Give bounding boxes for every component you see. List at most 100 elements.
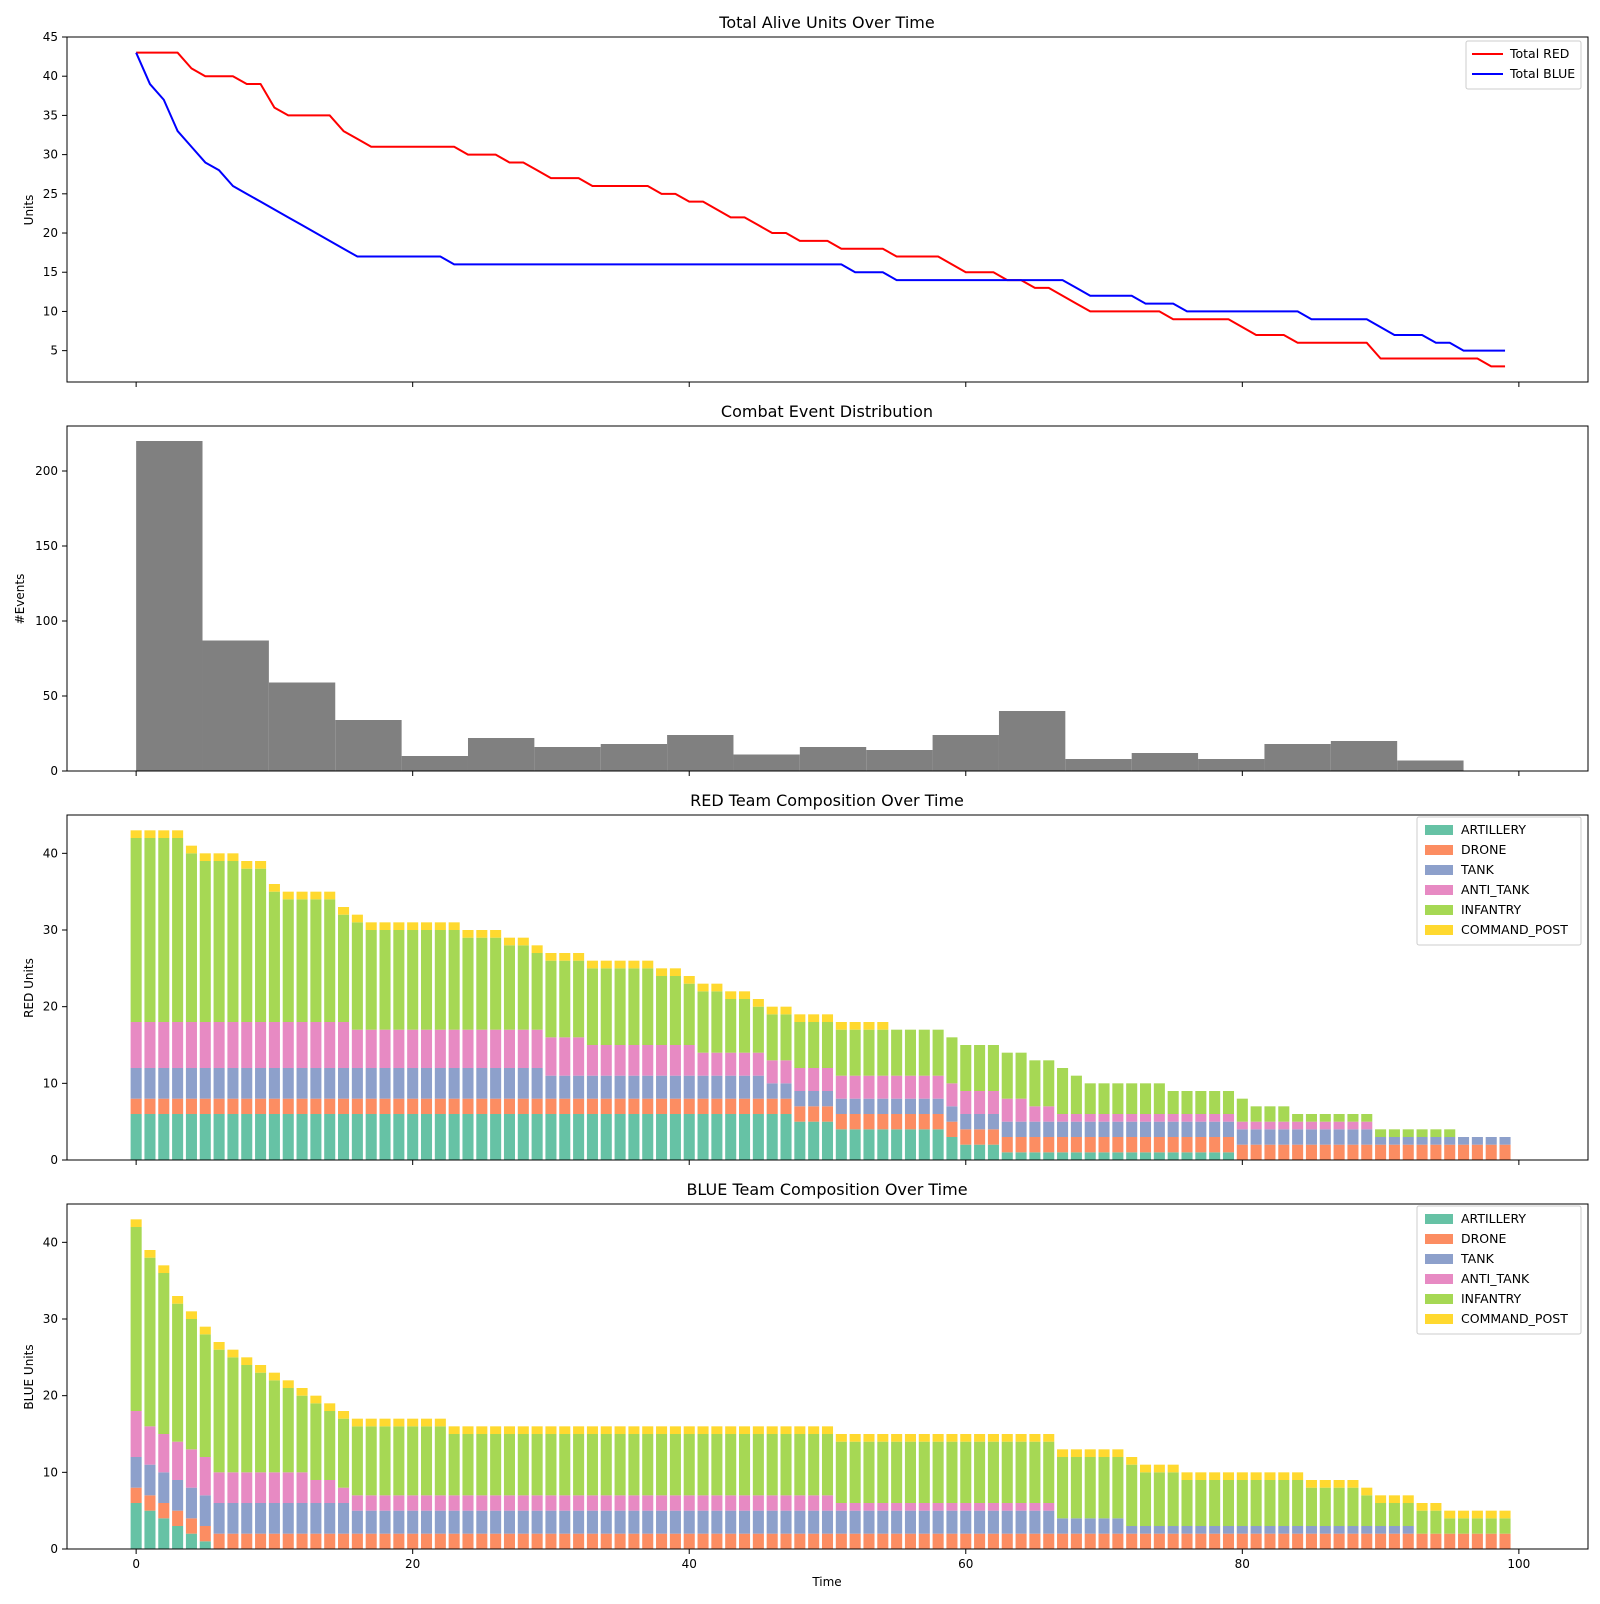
bar-segment-tank [697, 1075, 709, 1099]
bar-segment-anti-tank [960, 1091, 972, 1114]
bar-segment-artillery [752, 1114, 764, 1160]
bar-segment-anti-tank [490, 1495, 502, 1511]
bar-segment-artillery [946, 1137, 958, 1160]
bar-segment-infantry [1140, 1083, 1152, 1114]
bar-segment-tank [324, 1068, 336, 1099]
bar-segment-drone [573, 1533, 585, 1549]
bar-segment-command-post [1043, 1434, 1055, 1442]
bar-segment-command-post [282, 891, 294, 900]
bar-segment-drone [739, 1533, 751, 1549]
bar-segment-anti-tank [559, 1037, 571, 1076]
bar-segment-tank [490, 1068, 502, 1099]
bar-segment-drone [282, 1098, 294, 1114]
bar-segment-drone [1222, 1137, 1235, 1153]
bar-segment-drone [918, 1114, 930, 1130]
bar-segment-tank [1333, 1526, 1345, 1534]
bar-segment-tank [1029, 1121, 1041, 1137]
bar-segment-drone [199, 1098, 211, 1114]
legend-label-tank: TANK [1460, 1251, 1495, 1266]
bar-segment-command-post [863, 1434, 875, 1442]
histogram-bar [1131, 753, 1199, 771]
x-tick-label: 60 [958, 1557, 973, 1571]
bar-segment-tank [241, 1068, 253, 1099]
bar-segment-drone [1209, 1137, 1221, 1153]
bar-segment-infantry [1029, 1441, 1041, 1503]
bar-segment-artillery [531, 1114, 543, 1160]
bar-segment-anti-tank [766, 1060, 778, 1084]
bar-segment-drone [185, 1518, 197, 1534]
bar-segment-command-post [282, 1380, 294, 1388]
bar-segment-anti-tank [545, 1037, 557, 1076]
bar-segment-drone [420, 1098, 433, 1114]
bar-segment-anti-tank [490, 1029, 502, 1068]
bar-segment-infantry [1388, 1129, 1400, 1137]
x-tick-label: 80 [1235, 1557, 1250, 1571]
bar-segment-command-post [1499, 1510, 1511, 1519]
bar-segment-anti-tank [351, 1029, 363, 1068]
bar-segment-anti-tank [503, 1495, 515, 1511]
bar-segment-artillery [379, 1114, 391, 1160]
bar-segment-artillery [932, 1129, 944, 1160]
bar-segment-infantry [490, 937, 502, 1030]
bar-segment-drone [1458, 1533, 1470, 1549]
bar-segment-command-post [1195, 1472, 1207, 1480]
bar-segment-anti-tank [1043, 1503, 1055, 1511]
bar-segment-drone [393, 1098, 405, 1114]
bar-segment-drone [1181, 1137, 1193, 1153]
bar-segment-drone [144, 1098, 156, 1114]
bar-segment-artillery [1029, 1152, 1041, 1160]
bar-segment-tank [1347, 1526, 1359, 1534]
bar-segment-anti-tank [1181, 1114, 1193, 1122]
bar-segment-artillery [808, 1121, 820, 1160]
bar-segment-tank [130, 1457, 142, 1488]
bar-segment-tank [891, 1098, 903, 1114]
bar-segment-anti-tank [808, 1495, 820, 1511]
bar-segment-command-post [185, 845, 197, 854]
legend-swatch-drone [1425, 845, 1453, 855]
bar-segment-command-post [711, 1426, 723, 1434]
bar-segment-infantry [1167, 1091, 1179, 1114]
bar-segment-drone [1319, 1533, 1331, 1549]
bar-segment-tank [1278, 1129, 1290, 1145]
bar-segment-infantry [434, 930, 446, 1030]
bar-segment-artillery [918, 1129, 930, 1160]
bar-segment-command-post [766, 1426, 778, 1434]
bar-segment-infantry [1375, 1129, 1387, 1137]
bar-segment-drone [697, 1533, 709, 1549]
bar-segment-artillery [628, 1114, 640, 1160]
bar-segment-tank [904, 1510, 916, 1534]
bar-segment-drone [1402, 1144, 1414, 1160]
bar-segment-drone [1388, 1144, 1400, 1160]
bar-segment-drone [365, 1533, 377, 1549]
bar-segment-infantry [1264, 1480, 1276, 1526]
bar-segment-tank [255, 1503, 267, 1534]
y-tick-label: 5 [50, 344, 58, 358]
bar-segment-tank [614, 1510, 626, 1534]
bar-segment-tank [144, 1068, 156, 1099]
bar-segment-infantry [324, 899, 336, 1022]
bar-segment-infantry [227, 861, 239, 1022]
y-tick-label: 20 [43, 1000, 58, 1014]
bar-segment-anti-tank [891, 1075, 903, 1099]
bar-segment-command-post [794, 1426, 806, 1434]
bar-segment-anti-tank [379, 1495, 391, 1511]
bar-segment-drone [338, 1098, 350, 1114]
bar-segment-command-post [351, 1418, 363, 1427]
bar-segment-tank [932, 1510, 944, 1534]
bar-segment-drone [1444, 1144, 1456, 1160]
bar-segment-drone [1167, 1137, 1179, 1153]
bar-segment-tank [1153, 1526, 1165, 1534]
bar-segment-tank [172, 1068, 184, 1099]
bar-segment-infantry [1305, 1114, 1317, 1122]
bar-segment-tank [282, 1068, 294, 1099]
bar-segment-anti-tank [752, 1495, 764, 1511]
bar-segment-drone [268, 1098, 280, 1114]
bar-segment-artillery [725, 1114, 737, 1160]
bar-segment-command-post [739, 991, 751, 999]
bar-segment-anti-tank [365, 1029, 377, 1068]
bar-segment-infantry [1015, 1052, 1027, 1099]
bar-segment-command-post [614, 960, 626, 969]
bar-segment-infantry [1278, 1106, 1290, 1122]
bar-segment-artillery [780, 1114, 792, 1160]
